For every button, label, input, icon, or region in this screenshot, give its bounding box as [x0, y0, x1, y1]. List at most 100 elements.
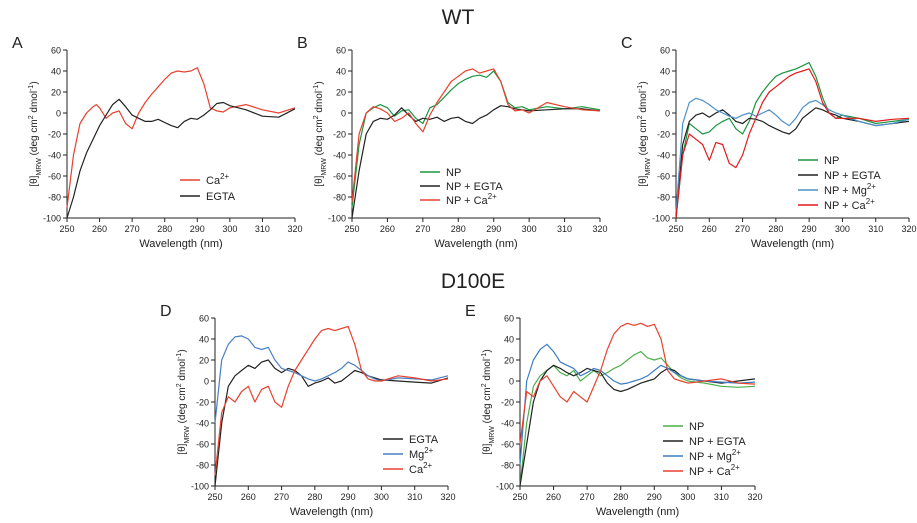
x-tick-label: 270	[415, 224, 430, 234]
x-tick-label: 280	[307, 492, 322, 502]
x-tick-label: 270	[735, 224, 750, 234]
y-tick-label: -60	[501, 440, 514, 450]
panel-label: B	[297, 35, 308, 52]
series-line-3	[519, 343, 756, 466]
y-tick-label: 20	[660, 88, 670, 98]
y-tick-label: -100	[652, 214, 670, 224]
panel-label: E	[465, 303, 476, 320]
x-tick-label: 260	[546, 492, 561, 502]
series-line-1	[66, 67, 296, 208]
y-tick-label: 60	[199, 314, 209, 324]
y-tick-label: -80	[196, 461, 209, 471]
chart-panel-d: -100 -80 -60 -40 -20 0 20 40 60 250 260 270 280 290 30…	[160, 303, 456, 518]
x-tick-label: 290	[341, 492, 356, 502]
y-tick-label: -40	[48, 151, 61, 161]
legend-label: NP + EGTA	[446, 181, 503, 193]
y-tick-label: -20	[333, 130, 346, 140]
legend-label: EGTA	[409, 434, 439, 446]
y-tick-label: 20	[51, 88, 61, 98]
x-tick-label: 260	[241, 492, 256, 502]
y-tick-label: 60	[660, 46, 670, 56]
x-tick-label: 300	[835, 224, 850, 234]
x-tick-label: 270	[580, 492, 595, 502]
y-tick-label: 0	[341, 109, 346, 119]
x-tick-label: 280	[157, 224, 172, 234]
legend-label: EGTA	[206, 191, 236, 203]
y-tick-label: -40	[333, 151, 346, 161]
x-tick-label: 300	[374, 492, 389, 502]
x-tick-label: 300	[680, 492, 695, 502]
y-axis-label: [θ]MRW (deg cm2 dmol-1)	[637, 81, 652, 186]
y-tick-label: 40	[504, 335, 514, 345]
x-tick-label: 250	[512, 492, 527, 502]
series-line-3	[214, 325, 449, 476]
x-tick-label: 250	[668, 224, 683, 234]
legend-label: Ca2+	[206, 172, 229, 187]
x-axis-label: Wavelength (nm)	[290, 506, 373, 518]
series-line-4	[675, 68, 910, 219]
legend-label: Mg2+	[409, 446, 434, 461]
y-tick-label: -100	[191, 482, 209, 492]
y-tick-label: -40	[196, 419, 209, 429]
legend-label: NP + Mg2+	[824, 182, 876, 197]
y-tick-label: -20	[48, 130, 61, 140]
y-tick-label: -60	[48, 172, 61, 182]
x-tick-label: 270	[125, 224, 140, 234]
series-line-4	[519, 322, 756, 445]
y-tick-label: -60	[657, 172, 670, 182]
series-line-1	[351, 70, 601, 208]
series-line-1	[214, 359, 449, 487]
x-tick-label: 320	[440, 492, 455, 502]
y-tick-label: 20	[504, 356, 514, 366]
legend: Ca2+ EGTA	[180, 172, 236, 203]
series-line-1	[675, 62, 910, 219]
x-tick-label: 320	[592, 224, 607, 234]
y-tick-label: 0	[665, 109, 670, 119]
x-tick-label: 310	[868, 224, 883, 234]
y-tick-label: 60	[336, 46, 346, 56]
x-tick-label: 270	[274, 492, 289, 502]
y-tick-label: -40	[501, 419, 514, 429]
legend-label: NP + EGTA	[689, 436, 746, 448]
y-tick-label: -100	[496, 482, 514, 492]
legend-label: Ca2+	[409, 461, 432, 476]
x-tick-label: 300	[522, 224, 537, 234]
y-tick-label: 20	[336, 88, 346, 98]
y-tick-label: 40	[336, 67, 346, 77]
y-tick-label: 40	[199, 335, 209, 345]
y-tick-label: -60	[333, 172, 346, 182]
x-tick-label: 310	[557, 224, 572, 234]
y-axis-label: [θ]MRW (deg cm2 dmol-1)	[481, 349, 496, 454]
legend-label: NP	[689, 421, 704, 433]
series-line-2	[675, 107, 910, 219]
legend-label: NP + Ca2+	[446, 192, 497, 207]
y-tick-label: -80	[501, 461, 514, 471]
panel-label: C	[621, 35, 633, 52]
x-tick-label: 290	[802, 224, 817, 234]
x-tick-label: 320	[747, 492, 762, 502]
x-tick-label: 260	[92, 224, 107, 234]
x-tick-label: 320	[901, 224, 916, 234]
series-line-2	[66, 98, 296, 219]
y-tick-label: -100	[43, 214, 61, 224]
panel-label: D	[160, 303, 172, 320]
x-tick-label: 300	[222, 224, 237, 234]
y-tick-label: -60	[196, 440, 209, 450]
x-tick-label: 290	[486, 224, 501, 234]
y-tick-label: 40	[660, 67, 670, 77]
y-tick-label: 60	[504, 314, 514, 324]
y-tick-label: -20	[501, 398, 514, 408]
x-axis-label: Wavelength (nm)	[139, 238, 222, 250]
series-line-2	[214, 335, 449, 424]
series-line-3	[351, 68, 601, 203]
legend-label: NP + EGTA	[824, 170, 881, 182]
x-tick-label: 280	[768, 224, 783, 234]
x-axis-label: Wavelength (nm)	[751, 238, 834, 250]
legend-label: NP	[824, 155, 839, 167]
x-tick-label: 310	[714, 492, 729, 502]
x-tick-label: 250	[59, 224, 74, 234]
